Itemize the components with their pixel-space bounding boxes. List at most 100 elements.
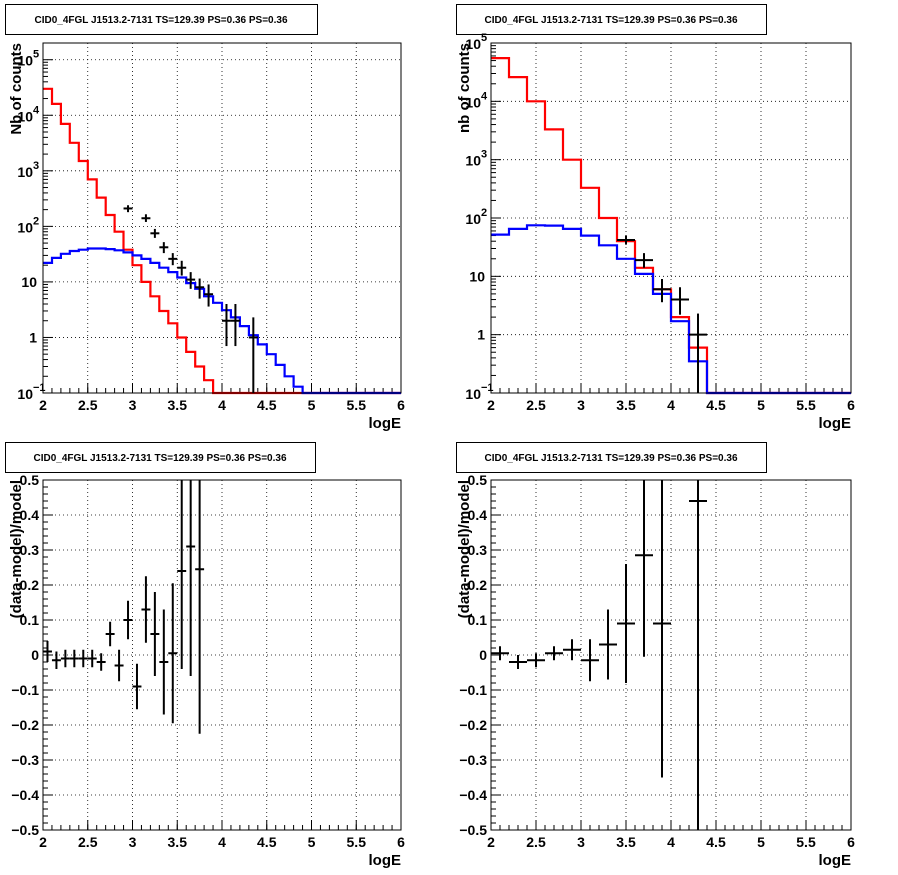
x-tick-label: 6 [397,397,405,413]
y-tick-label: 10 [469,268,485,284]
x-tick-label: 3.5 [168,834,188,850]
y-tick-label: −0.1 [459,682,487,698]
y-tick-label: 0.5 [20,472,40,488]
x-tick-label: 4.5 [706,397,726,413]
x-tick-label: 5.5 [347,834,367,850]
y-tick-label: 0.4 [468,507,488,523]
x-tick-label: 5.5 [796,397,816,413]
plot-frame [490,42,852,394]
x-tick-label: 4 [667,397,675,413]
y-tick-label: 10 [17,108,33,124]
x-tick-label: 5 [757,834,765,850]
y-tick-label: 0 [479,647,487,663]
y-tick-label: 0.2 [20,577,40,593]
x-tick-label: 5 [308,397,316,413]
y-tick-label: −0.3 [11,752,39,768]
title-box [456,442,767,473]
x-tick-label: 2.5 [526,834,546,850]
x-axis-label: logE [369,852,402,869]
x-tick-label: 2 [487,397,495,413]
plot-frame [490,479,852,831]
y-axis-label: (data-model)/model [456,480,473,618]
y-tick-label: 10 [17,164,33,180]
y-tick-exponent: 5 [481,32,487,44]
y-tick-label: 10 [17,219,33,235]
y-tick-label: −0.5 [459,822,487,838]
y-tick-label: 0.1 [20,612,40,628]
x-axis-label: logE [819,415,852,432]
x-tick-label: 4.5 [257,834,277,850]
y-tick-label: −0.2 [459,717,487,733]
series-step-line-2 [43,247,401,395]
x-tick-label: 6 [847,397,855,413]
grid [43,480,401,830]
y-tick-label: 10 [17,53,33,69]
x-tick-label: 3.5 [616,397,636,413]
y-tick-exponent: 4 [33,104,40,116]
x-tick-label: 2.5 [526,397,546,413]
x-tick-label: 6 [847,834,855,850]
y-axis-label: Nb of counts [8,43,25,135]
x-tick-label: 3 [577,397,585,413]
chart-panel-2: CID0_4FGL J1513.2-7131 TS=129.39 PS=0.36… [456,4,855,432]
y-tick-exponent: 4 [481,90,488,102]
x-tick-label: 2.5 [78,397,98,413]
y-tick-label: −0.5 [11,822,39,838]
plot-frame [42,479,402,831]
y-tick-exponent: 2 [481,207,487,219]
title-box [456,4,767,35]
title-box [5,442,316,473]
x-tick-label: 3.5 [168,397,188,413]
y-tick-exponent: −1 [481,382,494,394]
y-tick-label: −0.4 [11,787,39,803]
y-tick-label: 0 [31,647,39,663]
x-tick-label: 3 [577,834,585,850]
grid [43,43,401,393]
y-axis-label: (data-model)/model [8,480,25,618]
x-tick-label: 3.5 [616,834,636,850]
plot-frame [42,42,402,394]
x-tick-label: 5.5 [796,834,816,850]
grid [491,43,851,393]
y-tick-exponent: 2 [33,215,39,227]
y-tick-exponent: 5 [33,49,39,61]
x-tick-label: 2.5 [78,834,98,850]
y-tick-label: 0.4 [20,507,40,523]
x-tick-label: 4.5 [257,397,277,413]
y-tick-label: 0.5 [468,472,488,488]
x-axis-label: logE [819,852,852,869]
y-tick-label: 1 [477,327,485,343]
y-tick-label: −0.4 [459,787,487,803]
y-tick-label: 10 [465,36,481,52]
y-tick-label: 10 [21,274,37,290]
chart-title: CID0_4FGL J1513.2-7131 TS=129.39 PS=0.36… [33,453,286,464]
x-tick-label: 5 [757,397,765,413]
x-tick-label: 4 [218,834,226,850]
y-tick-label: 0.3 [20,542,40,558]
chart-panel-3: CID0_4FGL J1513.2-7131 TS=129.39 PS=0.36… [5,442,405,869]
y-tick-label: 0.2 [468,577,488,593]
y-tick-exponent: −1 [33,382,46,394]
y-tick-label: 0.3 [468,542,488,558]
x-axis-label: logE [369,415,402,432]
chart-panel-1: CID0_4FGL J1513.2-7131 TS=129.39 PS=0.36… [5,4,405,432]
y-tick-label: 0.1 [468,612,488,628]
x-tick-label: 4.5 [706,834,726,850]
x-tick-label: 3 [129,397,137,413]
y-tick-label: 10 [17,386,33,402]
x-tick-label: 5 [308,834,316,850]
chart-title: CID0_4FGL J1513.2-7131 TS=129.39 PS=0.36… [484,15,737,26]
x-tick-label: 3 [129,834,137,850]
y-tick-exponent: 3 [481,149,487,161]
chart-panel-4: CID0_4FGL J1513.2-7131 TS=129.39 PS=0.36… [456,442,855,869]
y-tick-label: 1 [29,329,37,345]
y-tick-label: −0.2 [11,717,39,733]
grid [491,480,851,830]
y-tick-label: 10 [465,211,481,227]
x-tick-label: 2 [39,397,47,413]
x-tick-label: 6 [397,834,405,850]
x-tick-label: 4 [667,834,675,850]
chart-title: CID0_4FGL J1513.2-7131 TS=129.39 PS=0.36… [484,453,737,464]
title-box [5,4,318,35]
